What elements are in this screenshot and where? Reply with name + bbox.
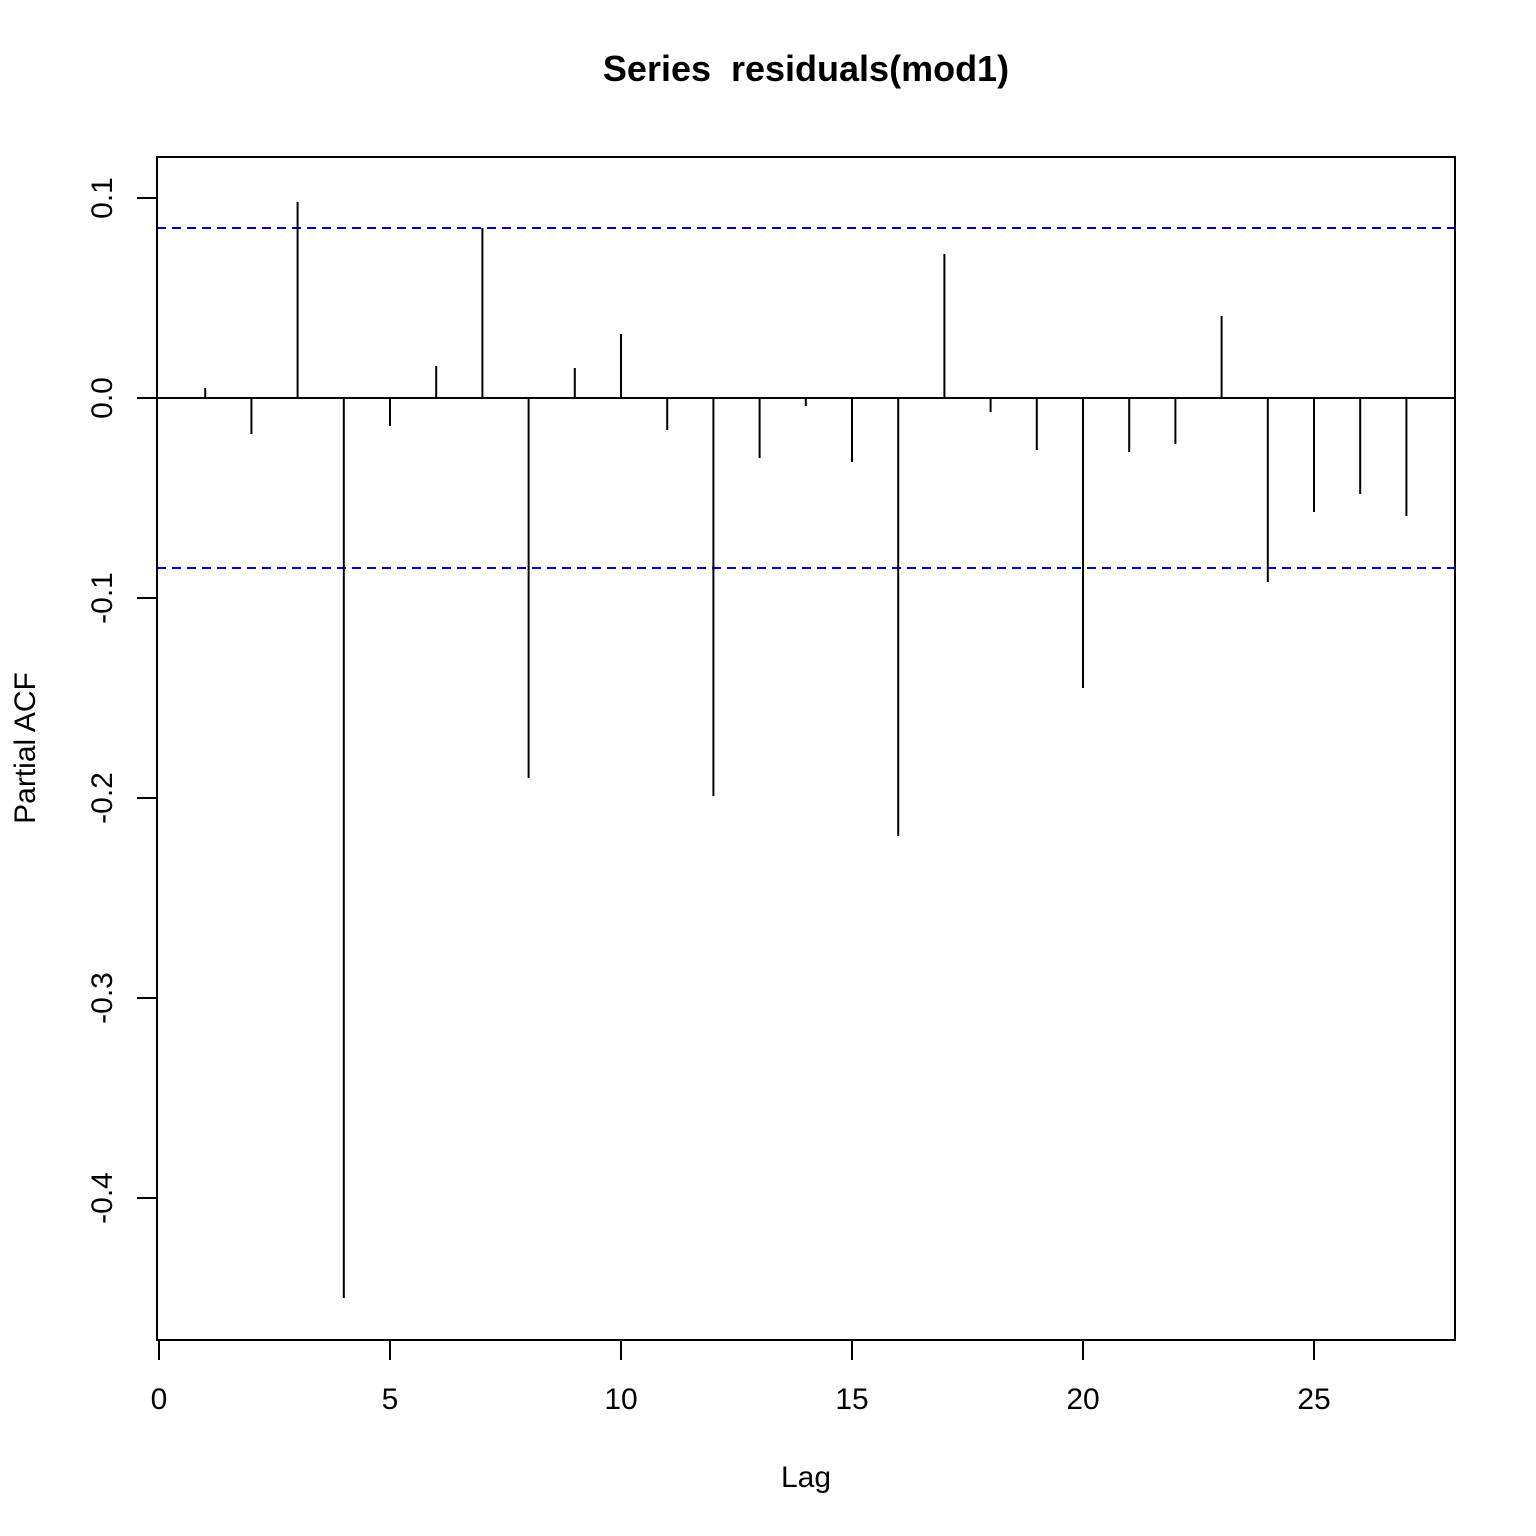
chart-title: Series residuals(mod1) bbox=[603, 48, 1009, 89]
x-tick-label: 15 bbox=[835, 1383, 868, 1416]
y-axis-label: Partial ACF bbox=[9, 672, 42, 824]
x-tick-label: 5 bbox=[382, 1383, 399, 1416]
y-tick-label: -0.1 bbox=[86, 572, 119, 624]
y-tick-label: -0.2 bbox=[86, 772, 119, 824]
y-tick-label: 0.1 bbox=[86, 177, 119, 219]
x-tick-label: 20 bbox=[1066, 1383, 1099, 1416]
y-tick-label: -0.4 bbox=[86, 1172, 119, 1224]
x-axis-label: Lag bbox=[781, 1461, 831, 1494]
x-tick-label: 10 bbox=[604, 1383, 637, 1416]
x-axis: 0 5 10 15 20 25 bbox=[151, 1339, 1331, 1416]
y-tick-label: -0.3 bbox=[86, 972, 119, 1024]
x-tick-label: 0 bbox=[151, 1383, 168, 1416]
x-tick-label: 25 bbox=[1297, 1383, 1330, 1416]
y-tick-label: 0.0 bbox=[86, 377, 119, 419]
confidence-bounds bbox=[157, 227, 1455, 569]
pacf-bars bbox=[204, 202, 1408, 1298]
y-axis: 0.1 0.0 -0.1 -0.2 -0.3 -0.4 bbox=[86, 177, 158, 1224]
plot-frame bbox=[156, 156, 1456, 1341]
